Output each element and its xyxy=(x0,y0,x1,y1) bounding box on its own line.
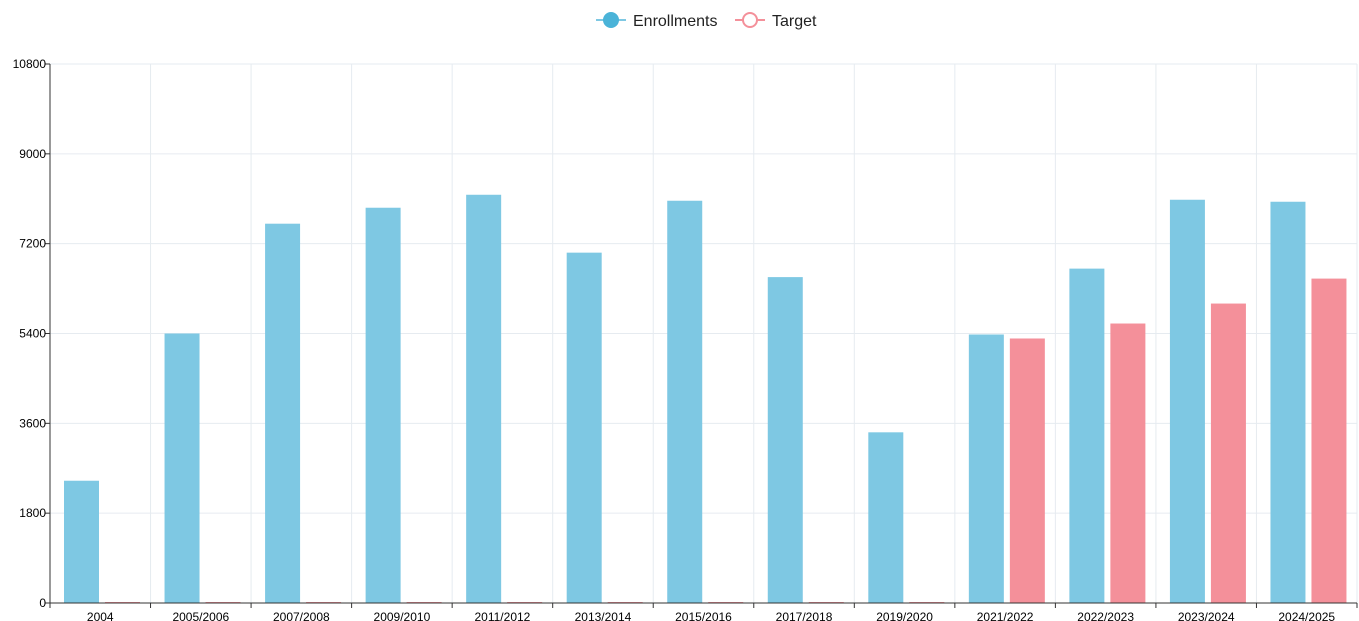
bar-enrollments-2023-2024[interactable] xyxy=(1169,199,1205,603)
bar-enrollments-2009-2010[interactable] xyxy=(365,207,401,603)
circle-filled-line-icon xyxy=(603,12,619,28)
x-tick-label: 2021/2022 xyxy=(977,610,1034,621)
bar-enrollments-2011-2012[interactable] xyxy=(466,194,502,604)
x-tick-label: 2005/2006 xyxy=(172,610,229,621)
x-tick-label: 2009/2010 xyxy=(374,610,431,621)
legend-item-target[interactable]: Target xyxy=(735,12,817,30)
bar-target-2022-2023[interactable] xyxy=(1110,323,1146,603)
legend-label: Target xyxy=(772,13,817,30)
x-tick-label: 2007/2008 xyxy=(273,610,330,621)
bar-target-2023-2024[interactable] xyxy=(1210,303,1246,603)
bars-group xyxy=(64,194,1347,604)
x-tick-label: 2013/2014 xyxy=(575,610,632,621)
x-tick-label: 2023/2024 xyxy=(1178,610,1235,621)
y-tick-label: 9000 xyxy=(19,147,46,161)
bar-enrollments-2013-2014[interactable] xyxy=(566,252,602,603)
grid-lines xyxy=(50,63,1358,603)
bar-enrollments-2004[interactable] xyxy=(64,480,99,603)
x-tick-label: 2011/2012 xyxy=(475,610,531,621)
x-tick-label: 2019/2020 xyxy=(876,610,933,621)
bar-enrollments-2005-2006[interactable] xyxy=(164,333,200,604)
y-tick-label: 0 xyxy=(39,596,46,610)
legend-label: Enrollments xyxy=(633,13,717,30)
bar-target-2024-2025[interactable] xyxy=(1311,278,1347,603)
bar-enrollments-2007-2008[interactable] xyxy=(265,223,301,603)
bar-enrollments-2017-2018[interactable] xyxy=(767,277,803,603)
x-tick-label: 2017/2018 xyxy=(776,610,833,621)
bar-enrollments-2022-2023[interactable] xyxy=(1069,268,1105,603)
y-tick-label: 10800 xyxy=(13,57,47,71)
y-tick-label: 1800 xyxy=(19,506,46,520)
x-tick-label: 2024/2025 xyxy=(1278,610,1335,621)
x-tick-label: 2022/2023 xyxy=(1077,610,1134,621)
bar-target-2021-2022[interactable] xyxy=(1009,338,1045,603)
legend-item-enrollments[interactable]: Enrollments xyxy=(596,12,717,30)
x-tick-label: 2004 xyxy=(87,610,114,621)
y-tick-label: 7200 xyxy=(19,237,46,251)
legend[interactable]: Enrollments Target xyxy=(596,12,817,30)
bar-enrollments-2019-2020[interactable] xyxy=(868,432,904,603)
bar-enrollments-2024-2025[interactable] xyxy=(1270,201,1306,603)
y-tick-label: 5400 xyxy=(19,327,46,341)
y-tick-label: 3600 xyxy=(19,416,46,430)
bar-enrollments-2021-2022[interactable] xyxy=(968,334,1004,603)
x-tick-label: 2015/2016 xyxy=(675,610,732,621)
axes: 0 1800 3600 5400 7200 9000 10800 2004 2005/2006 2… xyxy=(13,57,1358,621)
bar-enrollments-2015-2016[interactable] xyxy=(667,200,703,604)
circle-hollow-line-icon xyxy=(742,12,758,28)
